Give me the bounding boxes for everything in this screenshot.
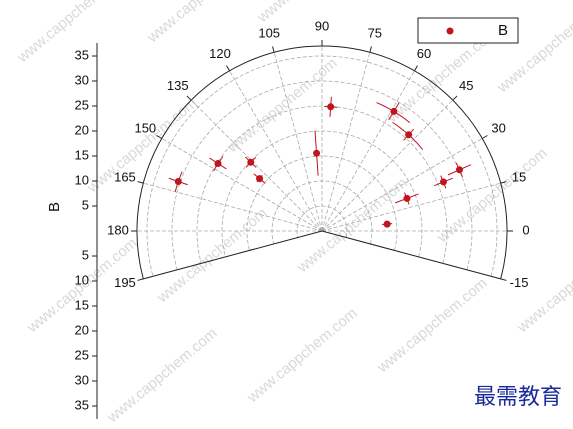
theta-tick-label: 30 xyxy=(491,120,505,135)
watermark: www.cappchem.com xyxy=(433,145,550,247)
theta-tick-label: 150 xyxy=(134,120,156,135)
r-tick-label: 20 xyxy=(75,322,89,337)
theta-tick xyxy=(452,95,458,101)
theta-tick xyxy=(272,46,275,53)
grid-circle xyxy=(196,105,448,264)
r-tick-label: 35 xyxy=(75,47,89,62)
point xyxy=(313,149,321,157)
point xyxy=(174,178,182,186)
r-tick-label: 10 xyxy=(75,272,89,287)
outer-arc xyxy=(136,45,508,280)
grid-spoke xyxy=(321,138,483,232)
r-tick-label: 25 xyxy=(75,347,89,362)
point xyxy=(247,158,255,166)
grid-spoke xyxy=(321,99,454,232)
point xyxy=(383,220,391,228)
theta-tick-label: 120 xyxy=(209,46,231,61)
theta-tick xyxy=(414,65,418,72)
watermark: www.cappchem.com xyxy=(373,275,490,377)
theta-tick-label: 135 xyxy=(167,78,189,93)
grid-circle xyxy=(171,80,473,270)
grid-spoke xyxy=(190,99,323,232)
grid-spoke xyxy=(229,70,323,232)
legend-marker xyxy=(446,27,454,35)
watermark: www.cappchem.com xyxy=(493,0,573,97)
grid-spoke xyxy=(273,52,323,232)
watermark: www.cappchem.com xyxy=(143,0,260,47)
grid-spoke xyxy=(143,182,323,232)
theta-tick-label: 195 xyxy=(114,275,136,290)
r-tick-label: 30 xyxy=(75,372,89,387)
r-axis-label: B xyxy=(46,202,63,212)
theta-tick xyxy=(226,65,230,72)
grid-spoke xyxy=(321,52,371,232)
theta-tick xyxy=(156,135,163,139)
point xyxy=(455,166,463,174)
theta-tick-label: 180 xyxy=(107,222,129,237)
point xyxy=(405,131,413,139)
grid-spoke xyxy=(321,182,501,232)
point xyxy=(256,175,264,183)
r-tick-label: 5 xyxy=(82,197,89,212)
theta-tick-label: 60 xyxy=(417,46,431,61)
r-tick-label: 30 xyxy=(75,72,89,87)
theta-tick-label: 0 xyxy=(522,222,529,237)
grid-spoke xyxy=(161,138,323,232)
watermark: www.cappchem.com xyxy=(13,0,130,67)
point xyxy=(403,194,411,202)
point xyxy=(214,159,222,167)
watermark: www.cappchem.com xyxy=(223,55,340,157)
r-tick-label: 15 xyxy=(75,297,89,312)
theta-tick-label: 75 xyxy=(368,25,382,40)
watermark: www.cappchem.com xyxy=(83,95,200,197)
watermark: www.cappchem.com xyxy=(103,325,220,427)
theta-tick-label: 45 xyxy=(459,78,473,93)
r-tick-label: 35 xyxy=(75,397,89,412)
theta-tick-label: 90 xyxy=(315,18,329,33)
theta-tick xyxy=(500,181,507,184)
legend-box xyxy=(417,17,519,44)
point xyxy=(390,107,398,115)
theta-tick-label: 15 xyxy=(512,170,526,185)
theta-tick xyxy=(186,95,192,101)
r-tick-label: 20 xyxy=(75,122,89,137)
theta-tick xyxy=(137,181,144,184)
r-tick-label: 5 xyxy=(82,247,89,262)
theta-tick xyxy=(369,46,372,53)
theta-tick xyxy=(481,135,488,139)
watermark: www.cappchem.com xyxy=(153,205,270,307)
theta-tick-label: 165 xyxy=(114,170,136,185)
point xyxy=(327,103,335,111)
point xyxy=(439,178,447,186)
brand: 最需教育 xyxy=(474,385,562,410)
r-tick-label: 15 xyxy=(75,147,89,162)
r-tick-label: 25 xyxy=(75,97,89,112)
watermark: www.cappchem.com xyxy=(253,0,370,27)
watermark: www.cappchem.com xyxy=(243,305,360,407)
r-tick-label: 10 xyxy=(75,172,89,187)
grid-spoke xyxy=(321,70,415,232)
theta-tick-label: -15 xyxy=(510,275,529,290)
theta-tick xyxy=(500,278,507,281)
theta-tick-label: 105 xyxy=(258,25,280,40)
legend-label: B xyxy=(498,22,508,39)
theta-tick xyxy=(137,278,144,281)
